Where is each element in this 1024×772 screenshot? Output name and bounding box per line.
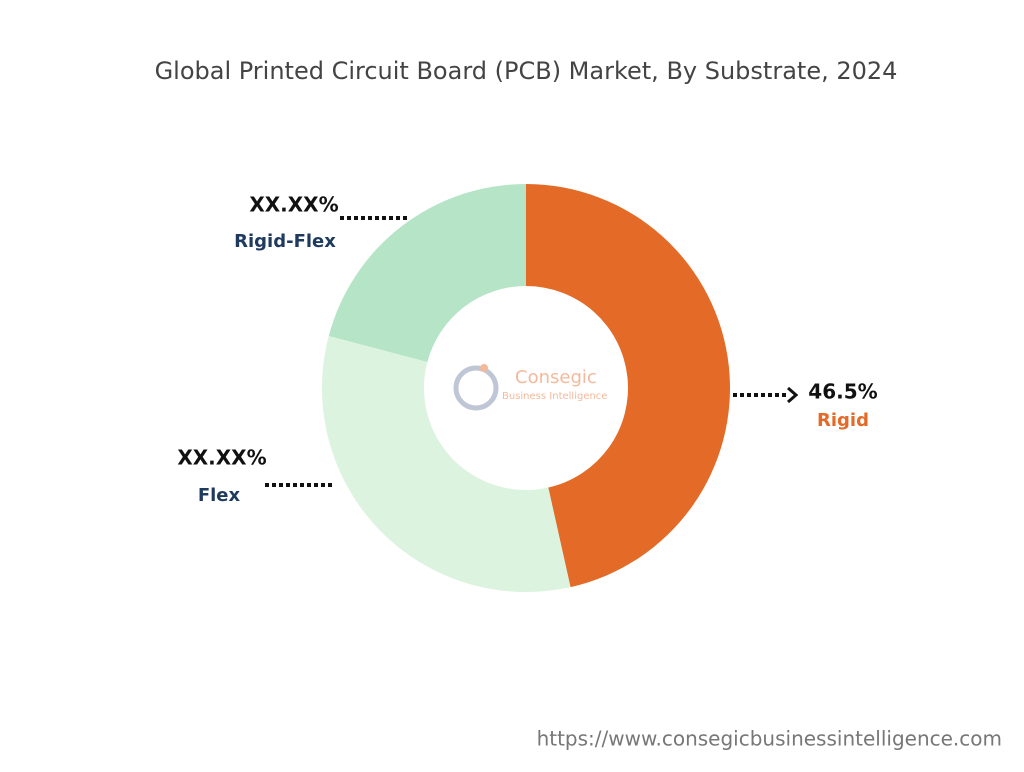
category-label: Flex	[198, 485, 241, 506]
donut-slice	[526, 184, 730, 588]
watermark-name: Consegic	[515, 367, 597, 388]
value-label: XX.XX%	[249, 193, 338, 217]
category-label: Rigid	[817, 410, 869, 431]
logo-dot	[480, 364, 488, 372]
source-url: https://www.consegicbusinessintelligence…	[537, 727, 1002, 751]
donut-slice	[328, 184, 526, 363]
value-label: XX.XX%	[177, 446, 266, 470]
logo-ring	[453, 365, 499, 411]
chart-title: Global Printed Circuit Board (PCB) Marke…	[155, 57, 898, 85]
watermark-logo: Consegic Business Intelligence	[453, 364, 607, 411]
leader-arrow	[787, 386, 799, 404]
value-label: 46.5%	[808, 380, 877, 404]
watermark-tagline: Business Intelligence	[502, 391, 607, 402]
donut-slice	[322, 336, 571, 592]
category-label: Rigid-Flex	[234, 231, 336, 252]
donut	[322, 184, 730, 592]
